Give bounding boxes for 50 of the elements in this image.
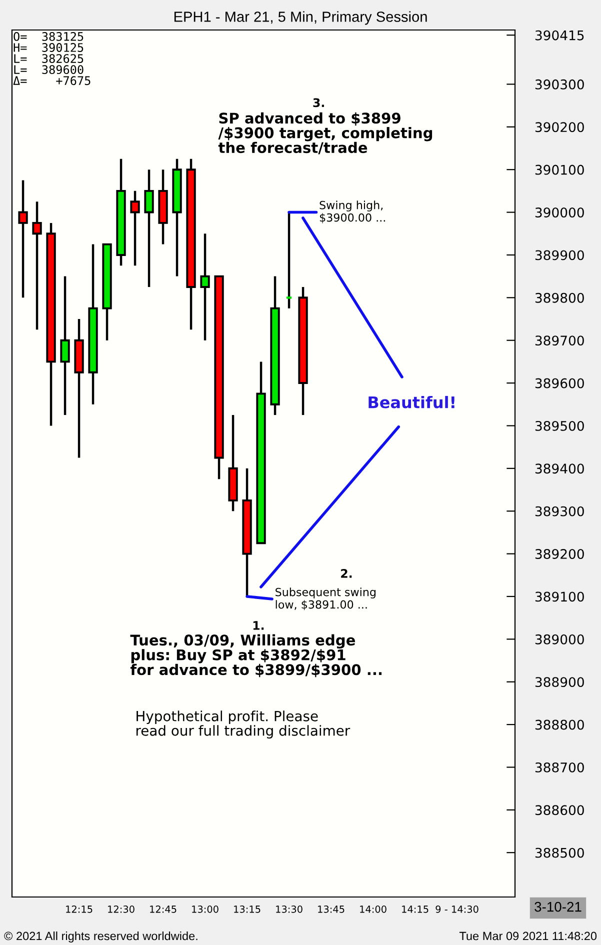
- annotation: Subsequent swing low, $3891.00 ...: [276, 588, 376, 610]
- text: © 2021 All rights reserved worldwide.: [4, 931, 198, 943]
- candlestick: [60, 275, 70, 416]
- y-tick-label: 390300: [535, 79, 584, 90]
- y-tick-label: 389500: [535, 420, 584, 431]
- y-tick-label: 390415: [535, 30, 584, 40]
- annotation: SP advanced to $3899 /$3900 target, completing the forecast/trade: [218, 112, 432, 154]
- y-tick-label: 389400: [535, 464, 584, 474]
- y-tick-label: 389000: [535, 634, 584, 644]
- y-tick-label: 388500: [535, 848, 584, 858]
- y-tick-label: 389700: [535, 336, 584, 346]
- text: Tue Mar 09 2021 11:48:20: [459, 932, 597, 940]
- candlestick: [18, 179, 28, 299]
- y-tick-label: 390100: [535, 164, 584, 175]
- y-tick-label: 389200: [535, 549, 584, 559]
- annotation: Tues., 03/09, Williams edge plus: Buy SP at $3892/$91 for advance to $3899/$3900 ...: [130, 634, 382, 678]
- candlestick: [144, 168, 154, 288]
- y-tick-label: 388800: [535, 720, 584, 730]
- y-tick-label: 388600: [535, 805, 584, 816]
- annotation: O= 383125 H= 390125 L= 382625 L= 389600 Δ= +7675: [13, 32, 90, 86]
- candlestick: [200, 232, 210, 342]
- x-tick-label: 12:30: [108, 906, 134, 913]
- x-tick-label: 9 - 14:30: [436, 906, 478, 913]
- x-tick-label: 12:15: [66, 906, 92, 913]
- annotation: 3.: [313, 98, 324, 108]
- y-tick-label: 388900: [535, 677, 584, 688]
- chart-title: EPH1 - Mar 21, 5 Min, Primary Session: [174, 11, 427, 25]
- annotation: Swing high, $3900.00 ...: [320, 200, 385, 224]
- x-tick-label: 13:15: [234, 906, 260, 913]
- text: 3-10-21: [534, 902, 582, 912]
- y-tick-label: 388700: [535, 762, 584, 772]
- y-tick-label: 390200: [535, 122, 584, 132]
- y-tick-label: 389900: [535, 250, 584, 260]
- annotation: Beautiful!: [368, 396, 454, 408]
- y-tick-label: 389300: [535, 506, 584, 516]
- candlestick: [130, 190, 140, 267]
- y-tick-label: 390000: [535, 208, 584, 218]
- y-tick-label: 389800: [535, 292, 584, 303]
- x-tick-label: 13:45: [318, 906, 344, 913]
- x-tick-label: 13:00: [192, 906, 218, 913]
- y-tick-label: 389600: [535, 378, 584, 388]
- x-tick-label: 13:30: [276, 906, 302, 913]
- x-tick-label: 14:00: [360, 906, 386, 913]
- annotation: 2.: [341, 568, 352, 578]
- annotation: Hypothetical profit. Please read our full trading disclaimer: [136, 710, 350, 739]
- x-tick-label: 12:45: [150, 906, 176, 913]
- annotation: 1.: [253, 621, 264, 630]
- candlestick: [32, 200, 42, 331]
- x-tick-label: 14:15: [402, 906, 428, 913]
- y-tick-label: 389100: [535, 592, 584, 602]
